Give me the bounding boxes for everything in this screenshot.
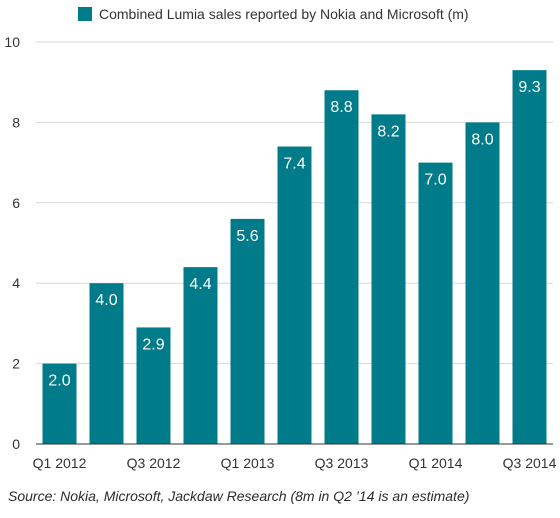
bar-value-label: 7.4 <box>283 156 305 173</box>
x-tick-label: Q1 2013 <box>221 455 275 471</box>
bar <box>89 283 124 444</box>
bar-value-label: 7.0 <box>424 172 446 189</box>
x-tick-label: Q1 2014 <box>409 455 463 471</box>
x-tick-label: Q1 2012 <box>33 455 87 471</box>
bar-value-label: 4.4 <box>189 276 211 293</box>
bar-value-label: 5.6 <box>236 228 258 245</box>
bar <box>183 267 218 444</box>
y-tick-label: 2 <box>12 356 20 372</box>
x-tick-label: Q3 2014 <box>503 455 557 471</box>
bar <box>324 90 359 445</box>
bar-value-label: 8.8 <box>330 99 352 116</box>
bar-value-label: 8.2 <box>377 123 399 140</box>
y-axis: 0 2 4 6 8 10 <box>4 34 20 452</box>
bar <box>277 146 312 444</box>
bar <box>42 363 77 444</box>
bar <box>512 70 547 444</box>
bar-value-label: 8.0 <box>471 131 493 148</box>
bar <box>465 122 500 445</box>
legend-swatch <box>78 7 92 21</box>
bar <box>371 114 406 445</box>
y-tick-label: 6 <box>12 195 20 211</box>
bar-value-label: 9.3 <box>518 79 540 96</box>
x-tick-label: Q3 2012 <box>127 455 181 471</box>
bar-value-label: 4.0 <box>95 292 117 309</box>
bar <box>136 327 171 444</box>
source-note: Source: Nokia, Microsoft, Jackdaw Resear… <box>8 488 470 504</box>
bars <box>42 70 547 445</box>
y-tick-label: 4 <box>12 275 20 291</box>
legend-label: Combined Lumia sales reported by Nokia a… <box>99 6 469 22</box>
bar <box>418 162 453 444</box>
bar-labels: 2.0 4.0 2.9 4.4 5.6 7.4 8.8 8.2 7.0 8.0 9.3 <box>48 79 540 389</box>
legend: Combined Lumia sales reported by Nokia a… <box>78 6 469 22</box>
bar <box>230 218 265 444</box>
bar-value-label: 2.9 <box>142 336 164 353</box>
y-tick-label: 0 <box>12 436 20 452</box>
x-tick-label: Q3 2013 <box>315 455 369 471</box>
bar-value-label: 2.0 <box>48 373 70 390</box>
y-tick-label: 8 <box>12 114 20 130</box>
y-tick-label: 10 <box>4 34 20 50</box>
x-axis: Q1 2012 Q3 2012 Q1 2013 Q3 2013 Q1 2014 Q3 20… <box>33 443 557 471</box>
